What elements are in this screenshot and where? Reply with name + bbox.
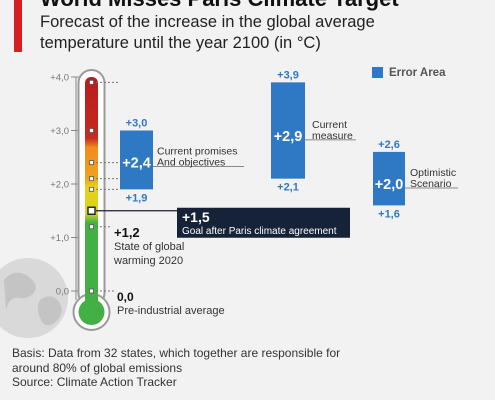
globe-icon: [0, 258, 68, 338]
footer-source: Source: Climate Action Tracker: [12, 375, 177, 389]
paris-goal-text: Goal after Paris climate agreement: [182, 226, 337, 237]
warming-2020-annotation: +1,2 State of global warming 2020: [113, 225, 184, 267]
warming-2020-label-line-1: State of global: [114, 241, 184, 253]
series-label-line-2: Scenario: [410, 178, 452, 190]
range-high-label: +2,6: [378, 139, 400, 151]
y-tick-label: +2,0: [50, 180, 69, 191]
subtitle-line-2: temperature until the year 2100 (in °C): [40, 34, 321, 52]
thermometer-chart: +4,0+3,0+2,0+1,00,0 +1,5 Goal after Pa: [0, 67, 458, 338]
thermometer-marker: [89, 186, 94, 192]
thermometer-marker: [89, 288, 94, 294]
chart-title: World Misses Paris Climate Target: [40, 0, 399, 12]
y-axis: +4,0 +3,0 +2,0 +1,0 0,0: [50, 73, 80, 300]
range-low-label: +1,6: [378, 208, 400, 220]
chart-subtitle: Forecast of the increase in the global a…: [40, 12, 480, 54]
thermometer-marker: [89, 79, 94, 85]
range-low-label: +1,9: [126, 192, 148, 204]
range-low-label: +2,1: [277, 182, 299, 194]
range-mid-label: +2,4: [122, 156, 151, 172]
paris-goal-value: +1,5: [182, 209, 210, 225]
baseline-annotation: 0,0 Pre-industrial average: [117, 290, 225, 317]
y-tick-label: +4,0: [50, 73, 69, 84]
error-range-bar: [373, 151, 405, 206]
y-tick-label: +1,0: [50, 233, 69, 244]
series-label-line-1: Optimistic: [410, 167, 456, 179]
thermometer-marker: [89, 224, 94, 230]
footer-notes: Basis: Data from 32 states, which togeth…: [12, 346, 482, 390]
thermometer-marker: [89, 128, 94, 133]
series-label-line-2: measure: [312, 130, 353, 142]
thermometer-marker: [89, 176, 94, 182]
footer-basis-line-2: around 80% of global emissions: [12, 360, 183, 375]
range-mid-label: +2,9: [274, 129, 303, 145]
series-label-line-1: Current promises: [157, 146, 238, 158]
series-label-line-2: And objectives: [157, 157, 225, 169]
range-mid-label: +2,0: [375, 177, 404, 193]
range-high-label: +3,9: [277, 69, 299, 81]
title-accent-bar: [14, 0, 22, 52]
baseline-value: 0,0: [117, 290, 134, 304]
range-high-label: +3,0: [126, 118, 148, 130]
baseline-text: Pre-industrial average: [117, 305, 225, 317]
paris-goal-annotation: +1,5 Goal after Paris climate agreement: [177, 207, 350, 238]
subtitle-line-1: Forecast of the increase in the global a…: [40, 13, 375, 31]
error-range-bar: [271, 82, 305, 179]
legend-label: Error Area: [389, 67, 446, 79]
y-tick-label: 0,0: [56, 287, 69, 298]
warming-2020-label-line-2: warming 2020: [113, 255, 183, 267]
paris-marker: [87, 206, 96, 215]
warming-2020-value: +1,2: [114, 225, 140, 240]
legend: Error Area: [372, 67, 446, 79]
footer-basis-line-1: Basis: Data from 32 states, which togeth…: [12, 346, 341, 360]
series-label-line-1: Current: [312, 119, 347, 131]
error-range-bar: [120, 130, 153, 190]
y-tick-label: +3,0: [50, 126, 69, 137]
legend-swatch: [372, 67, 383, 78]
thermometer-marker: [89, 160, 94, 166]
